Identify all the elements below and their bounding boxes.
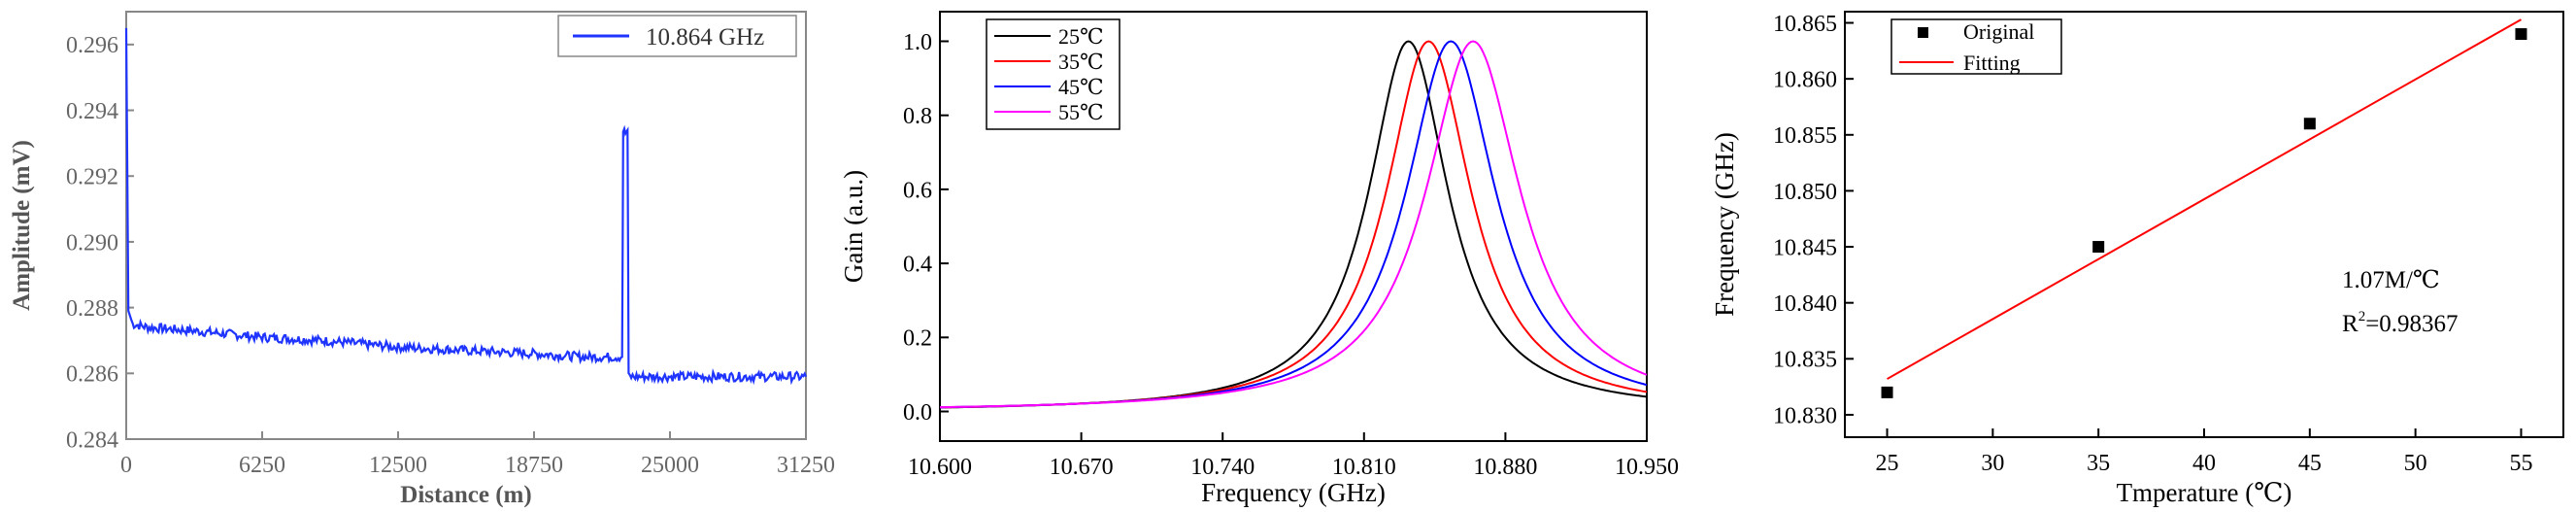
y-axis-label: Amplitude (mV) (9, 140, 35, 311)
legend-label-25c: 25℃ (1058, 24, 1104, 49)
y-tick-label: 0.294 (66, 99, 118, 124)
x-tick-label: 45 (2298, 451, 2322, 476)
y-tick-label: 10.855 (1773, 123, 1837, 149)
y-tick-label: 0.0 (903, 400, 932, 426)
x-axis-ticks: 25 30 35 40 45 50 55 (1876, 428, 2532, 476)
y-tick-label: 0.2 (903, 326, 932, 352)
x-tick-label: 10.880 (1473, 455, 1537, 480)
y-tick-label: 0.296 (66, 33, 118, 58)
series-marks (1881, 18, 2527, 398)
x-tick-label: 25000 (641, 453, 699, 478)
r-squared-symbol: R (2342, 311, 2359, 337)
legend-swatch-original (1918, 27, 1928, 38)
y-tick-label: 0.292 (66, 165, 118, 190)
x-axis-label: Distance (m) (400, 482, 531, 508)
original-point (2515, 28, 2527, 41)
y-tick-label: 0.290 (66, 230, 118, 256)
x-tick-label: 12500 (369, 453, 427, 478)
y-tick-label: 10.830 (1773, 403, 1837, 428)
plot-frame (1844, 11, 2564, 438)
y-tick-label: 0.288 (66, 296, 118, 322)
y-tick-label: 0.284 (66, 427, 118, 453)
slope-annotation: 1.07M/℃ (2342, 267, 2440, 293)
x-tick-label: 10.950 (1615, 455, 1679, 480)
y-axis-ticks: 10.830 10.835 10.840 10.845 10.850 10.855 10.8… (1773, 12, 1854, 428)
amplitude-distance-chart: 0.284 0.286 0.288 0.290 0.292 0.294 0.296 0 625… (9, 11, 835, 508)
y-axis-ticks: 0.284 0.286 0.288 0.290 0.292 0.294 0.296 (66, 33, 134, 453)
x-axis-ticks: 0 6250 12500 18750 25000 31250 (120, 431, 835, 478)
y-tick-label: 0.4 (903, 253, 932, 278)
y-tick-label: 1.0 (903, 30, 932, 55)
fitting-line (1887, 18, 2522, 380)
y-tick-label: 10.860 (1773, 68, 1837, 93)
x-axis-label: Frequency (GHz) (1201, 478, 1386, 507)
x-tick-label: 0 (120, 453, 132, 478)
x-tick-label: 10.740 (1190, 455, 1255, 480)
series-line-10864ghz (124, 27, 808, 386)
legend-label-45c: 45℃ (1058, 75, 1104, 99)
x-tick-label: 50 (2404, 451, 2427, 476)
y-tick-label: 10.845 (1773, 235, 1837, 260)
y-axis-ticks: 0.0 0.2 0.4 0.6 0.8 1.0 (903, 30, 949, 426)
x-tick-label: 40 (2192, 451, 2216, 476)
series-lines (939, 40, 1648, 409)
x-tick-label: 31250 (777, 453, 835, 478)
legend-label-55c: 55℃ (1058, 100, 1104, 124)
x-tick-label: 35 (2087, 451, 2110, 476)
y-tick-label: 10.865 (1773, 12, 1837, 37)
x-axis-ticks: 10.600 10.670 10.740 10.810 10.880 10.950 (908, 432, 1679, 480)
r-squared-annotation: R2=0.98367 (2342, 309, 2459, 337)
x-axis-label: Tmperature (℃) (2117, 478, 2292, 507)
legend-label-fitting: Fitting (1963, 51, 2021, 75)
y-tick-label: 0.286 (66, 362, 118, 388)
legend: Original Fitting (1890, 18, 2062, 75)
x-tick-label: 10.670 (1050, 455, 1114, 480)
y-axis-label: Frequency (GHz) (1710, 132, 1739, 317)
legend-label-original: Original (1963, 19, 2034, 44)
series-line-55c (940, 40, 1648, 409)
original-point (2092, 241, 2105, 254)
x-tick-label: 10.600 (908, 455, 972, 480)
y-tick-label: 10.835 (1773, 348, 1837, 373)
y-tick-label: 0.8 (903, 104, 932, 129)
legend-label-10864ghz: 10.864 GHz (646, 24, 764, 51)
legend-label-35c: 35℃ (1058, 50, 1104, 74)
r-squared-superscript: 2 (2359, 309, 2366, 324)
legend: 25℃ 35℃ 45℃ 55℃ (986, 18, 1121, 130)
original-point (2303, 118, 2316, 130)
x-tick-label: 25 (1876, 451, 1899, 476)
x-tick-label: 10.810 (1332, 455, 1396, 480)
gain-frequency-chart: 0.00.20.40.60.81.0 10.600 10.670 10.740 10.… (839, 11, 1679, 507)
y-tick-label: 10.840 (1773, 291, 1837, 317)
frequency-temperature-chart: 10.830 10.835 10.840 10.845 10.850 10.855 10.8… (1710, 11, 2564, 507)
original-point (1881, 386, 1893, 398)
plot-frame (125, 11, 807, 440)
r-squared-value: =0.98367 (2365, 311, 2458, 337)
y-axis-label: Gain (a.u.) (839, 170, 868, 283)
x-tick-label: 18750 (505, 453, 563, 478)
x-tick-label: 30 (1981, 451, 2004, 476)
x-tick-label: 55 (2509, 451, 2532, 476)
legend: 10.864 GHz (557, 15, 797, 57)
y-tick-label: 10.850 (1773, 180, 1837, 205)
x-tick-label: 6250 (239, 453, 285, 478)
y-tick-label: 0.6 (903, 178, 932, 203)
series-lines (124, 27, 808, 386)
